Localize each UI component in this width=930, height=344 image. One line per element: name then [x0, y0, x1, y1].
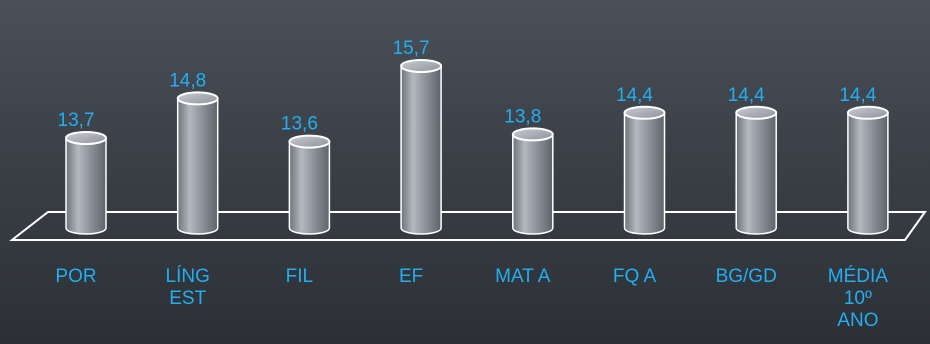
bar-7 — [735, 105, 778, 235]
value-label: 15,7 — [393, 38, 430, 59]
category-label: LÍNG EST — [166, 266, 210, 309]
bar-cap — [176, 91, 219, 106]
category-label: MÉDIA 10º ANO — [828, 266, 889, 331]
value-label: 14,4 — [839, 85, 876, 106]
bar-body — [400, 65, 442, 235]
category-label: FQ A — [613, 266, 657, 287]
category-label: BG/GD — [716, 266, 777, 287]
bar-1 — [65, 131, 107, 235]
value-label: 14,8 — [169, 70, 206, 91]
chart-floor — [9, 211, 927, 241]
bar-body — [288, 140, 331, 235]
bar-body — [735, 112, 777, 235]
bar-body — [512, 133, 554, 235]
bar-body — [176, 97, 219, 235]
bar-6 — [623, 105, 666, 235]
bar-cap — [511, 127, 554, 142]
bar-2 — [176, 91, 219, 235]
value-label: 14,4 — [728, 85, 765, 106]
category-label: POR — [55, 266, 96, 287]
bar-body — [623, 112, 666, 235]
bar-cap — [400, 59, 443, 73]
bar-8 — [846, 105, 889, 235]
value-label: 13,6 — [281, 114, 318, 135]
bar-body — [847, 112, 889, 235]
value-label: 14,4 — [616, 85, 653, 106]
bar-cap — [623, 105, 666, 120]
value-label: 13,7 — [58, 110, 95, 131]
category-label: MAT A — [495, 266, 551, 287]
bar-5 — [511, 127, 554, 235]
bar-cap — [846, 105, 889, 120]
bar-cap — [735, 105, 778, 120]
category-label: EF — [399, 266, 423, 287]
value-label: 13,8 — [504, 106, 541, 127]
bar-cap — [65, 131, 107, 145]
bar-3 — [288, 134, 331, 235]
bar-cap — [288, 134, 331, 149]
bar-body — [65, 137, 107, 235]
bar-4 — [400, 59, 443, 235]
category-label: FIL — [286, 266, 313, 287]
